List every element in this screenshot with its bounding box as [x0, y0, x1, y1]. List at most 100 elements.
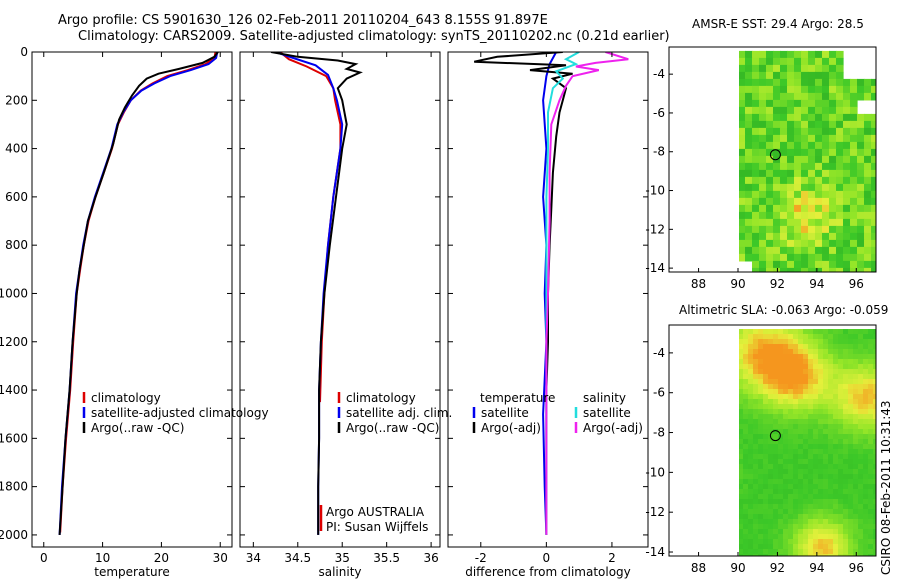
- map-cell: [828, 414, 834, 420]
- map-cell: [753, 339, 759, 345]
- map-cell: [766, 106, 774, 115]
- map-cell: [822, 260, 830, 269]
- map-cell: [873, 439, 876, 445]
- map-cell: [871, 232, 876, 241]
- map-cell: [838, 354, 844, 360]
- map-cell: [748, 334, 754, 340]
- map-cell: [739, 246, 746, 255]
- map-cell: [763, 434, 769, 440]
- map-cell: [864, 127, 872, 136]
- map-cell: [853, 459, 859, 465]
- map-cell: [759, 141, 767, 150]
- map-cell: [815, 169, 823, 178]
- map-cell: [763, 459, 769, 465]
- map-cell: [823, 524, 829, 530]
- map-cell: [853, 499, 859, 505]
- map-cell: [836, 85, 844, 94]
- map-cell: [745, 232, 753, 241]
- map-cell: [873, 429, 876, 435]
- map-cell: [813, 504, 819, 510]
- map-cell: [794, 120, 802, 129]
- map-cell: [823, 424, 829, 430]
- map-cell: [803, 474, 809, 480]
- map-cell: [788, 339, 794, 345]
- map-cell: [793, 509, 799, 515]
- map-cell: [863, 524, 869, 530]
- map-cell: [793, 519, 799, 525]
- map-cell: [763, 379, 769, 385]
- map-cell: [780, 225, 788, 234]
- map-cell: [752, 92, 760, 101]
- map-cell: [752, 218, 760, 227]
- map-cell: [843, 499, 849, 505]
- map-cell: [758, 349, 764, 355]
- map-cell: [868, 544, 874, 550]
- map-cell: [794, 141, 802, 150]
- map-cell: [778, 499, 784, 505]
- map-cell: [808, 544, 814, 550]
- map-cell: [823, 419, 829, 425]
- map-cell: [863, 554, 869, 556]
- map-cell: [780, 85, 788, 94]
- map-cell: [759, 50, 767, 59]
- map-cell: [843, 162, 851, 171]
- map-cell: [848, 454, 854, 460]
- map-cell: [753, 504, 759, 510]
- map-cell: [853, 394, 859, 400]
- map-cell: [833, 364, 839, 370]
- map-cell: [863, 519, 869, 525]
- map-cell: [836, 211, 844, 220]
- map-cell: [743, 544, 749, 550]
- map-cell: [748, 424, 754, 430]
- map-cell: [829, 246, 837, 255]
- map-cell: [843, 414, 849, 420]
- map-cell: [766, 50, 774, 59]
- map-cell: [848, 384, 854, 390]
- map-cell: [833, 449, 839, 455]
- map-cell: [752, 190, 760, 199]
- map-cell: [787, 169, 795, 178]
- map-cell: [803, 394, 809, 400]
- map-cell: [766, 260, 774, 269]
- map-cell: [758, 424, 764, 430]
- map-cell: [871, 253, 876, 262]
- map-cell: [857, 260, 865, 269]
- map-cell: [743, 424, 749, 430]
- map-cell: [808, 494, 814, 500]
- map-cell: [843, 339, 849, 345]
- map-cell: [787, 106, 795, 115]
- map-cell: [871, 78, 876, 87]
- map-cell: [803, 454, 809, 460]
- map-cell: [808, 211, 816, 220]
- map-cell: [843, 369, 849, 375]
- map-cell: [838, 419, 844, 425]
- map-cell: [873, 374, 876, 380]
- map-cell: [748, 454, 754, 460]
- map-cell: [829, 85, 837, 94]
- map-cell: [798, 419, 804, 425]
- map-cell: [787, 127, 795, 136]
- map-cell: [745, 218, 753, 227]
- map-cell: [783, 529, 789, 535]
- map-cell: [803, 414, 809, 420]
- map-cell: [864, 92, 872, 101]
- map-cell: [758, 524, 764, 530]
- sst_map-argo-marker: [769, 149, 781, 161]
- map-cell: [833, 464, 839, 470]
- map-cell: [808, 169, 816, 178]
- map-cell: [850, 232, 858, 241]
- map-cell: [783, 409, 789, 415]
- map-cell: [848, 409, 854, 415]
- map-cell: [833, 479, 839, 485]
- map-cell: [813, 544, 819, 550]
- map-cell: [864, 190, 872, 199]
- map-cell: [753, 424, 759, 430]
- map-cell: [753, 494, 759, 500]
- map-cell: [793, 344, 799, 350]
- map-cell: [752, 127, 760, 136]
- map-cell: [822, 134, 830, 143]
- map-cell: [813, 444, 819, 450]
- map-cell: [850, 120, 858, 129]
- map-cell: [808, 434, 814, 440]
- map-cell: [763, 529, 769, 535]
